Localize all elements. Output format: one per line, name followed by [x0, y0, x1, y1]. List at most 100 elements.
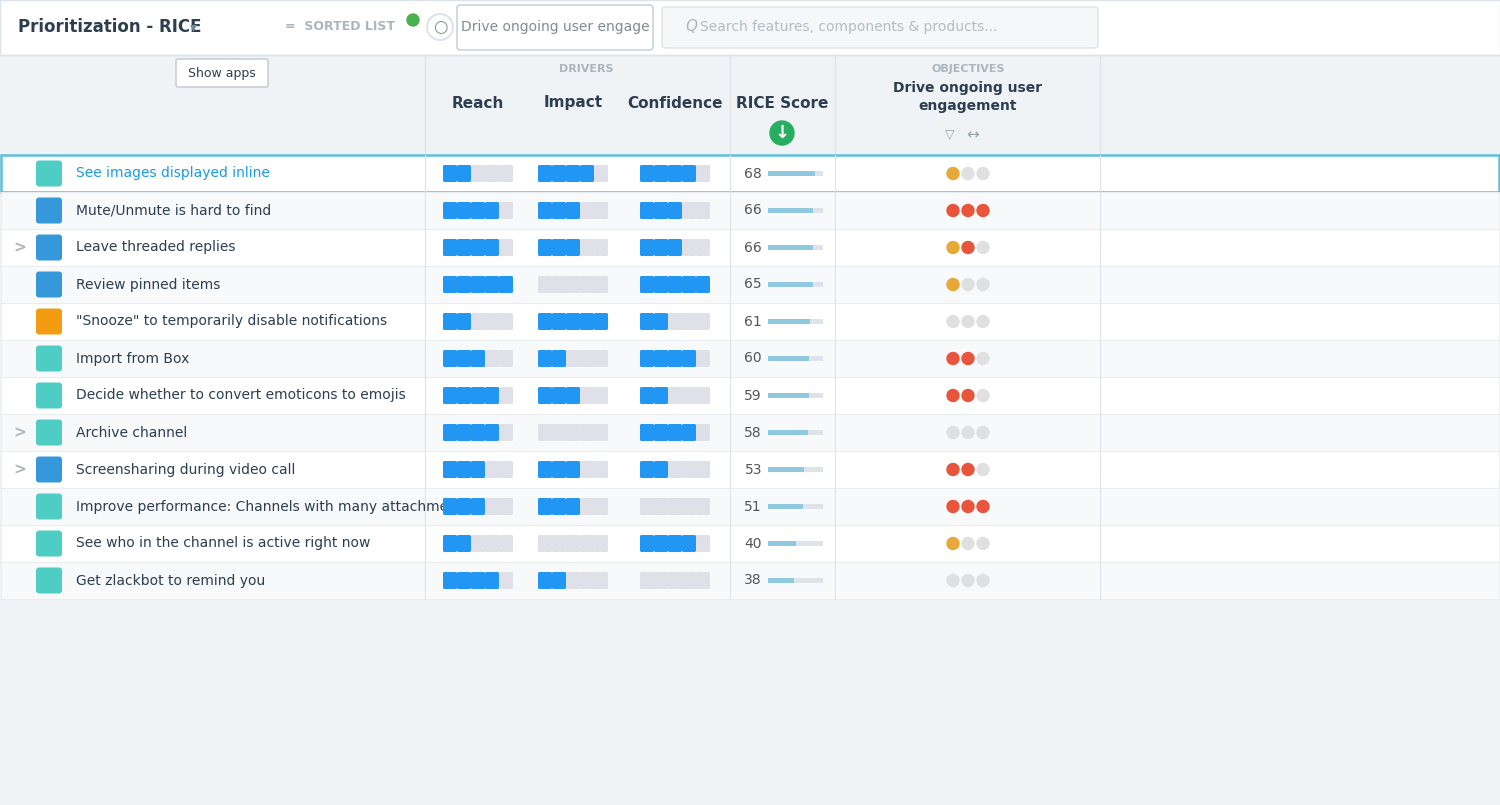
- Text: Reach: Reach: [452, 96, 504, 110]
- FancyBboxPatch shape: [36, 197, 62, 224]
- FancyBboxPatch shape: [580, 424, 594, 441]
- FancyBboxPatch shape: [0, 55, 1500, 155]
- FancyBboxPatch shape: [580, 165, 594, 182]
- FancyBboxPatch shape: [594, 498, 608, 515]
- Circle shape: [962, 316, 974, 328]
- FancyBboxPatch shape: [500, 276, 513, 293]
- FancyBboxPatch shape: [484, 313, 500, 330]
- FancyBboxPatch shape: [696, 498, 709, 515]
- Text: Prioritization - RICE: Prioritization - RICE: [18, 18, 201, 36]
- Circle shape: [976, 316, 988, 328]
- Circle shape: [962, 538, 974, 550]
- FancyBboxPatch shape: [768, 504, 802, 509]
- FancyBboxPatch shape: [471, 350, 484, 367]
- FancyBboxPatch shape: [442, 350, 458, 367]
- FancyBboxPatch shape: [2, 377, 1498, 414]
- FancyBboxPatch shape: [36, 530, 62, 556]
- FancyBboxPatch shape: [768, 467, 804, 472]
- Text: "Snooze" to temporarily disable notifications: "Snooze" to temporarily disable notifica…: [76, 315, 387, 328]
- FancyBboxPatch shape: [640, 498, 654, 515]
- Circle shape: [946, 353, 958, 365]
- FancyBboxPatch shape: [2, 562, 1498, 599]
- FancyBboxPatch shape: [668, 313, 682, 330]
- Circle shape: [946, 427, 958, 439]
- FancyBboxPatch shape: [682, 498, 696, 515]
- FancyBboxPatch shape: [668, 535, 682, 552]
- Text: Screensharing during video call: Screensharing during video call: [76, 463, 296, 477]
- FancyBboxPatch shape: [2, 340, 1498, 377]
- FancyBboxPatch shape: [442, 535, 458, 552]
- FancyBboxPatch shape: [458, 5, 652, 50]
- FancyBboxPatch shape: [640, 202, 654, 219]
- FancyBboxPatch shape: [458, 535, 471, 552]
- Circle shape: [946, 575, 958, 587]
- FancyBboxPatch shape: [640, 387, 654, 404]
- FancyBboxPatch shape: [640, 572, 654, 589]
- FancyBboxPatch shape: [768, 208, 824, 213]
- FancyBboxPatch shape: [668, 165, 682, 182]
- FancyBboxPatch shape: [500, 535, 513, 552]
- FancyBboxPatch shape: [768, 356, 824, 361]
- Circle shape: [976, 538, 988, 550]
- Circle shape: [962, 501, 974, 513]
- FancyBboxPatch shape: [768, 541, 824, 546]
- FancyBboxPatch shape: [768, 245, 824, 250]
- FancyBboxPatch shape: [458, 350, 471, 367]
- Circle shape: [770, 121, 794, 145]
- FancyBboxPatch shape: [682, 424, 696, 441]
- FancyBboxPatch shape: [484, 202, 500, 219]
- FancyBboxPatch shape: [768, 393, 808, 398]
- Text: >: >: [13, 462, 27, 477]
- FancyBboxPatch shape: [484, 572, 500, 589]
- Circle shape: [962, 464, 974, 476]
- FancyBboxPatch shape: [484, 461, 500, 478]
- Text: 40: 40: [744, 536, 762, 551]
- FancyBboxPatch shape: [538, 424, 552, 441]
- FancyBboxPatch shape: [594, 276, 608, 293]
- FancyBboxPatch shape: [566, 313, 580, 330]
- Text: 66: 66: [744, 241, 762, 254]
- FancyBboxPatch shape: [36, 308, 62, 335]
- Text: See images displayed inline: See images displayed inline: [76, 167, 270, 180]
- Circle shape: [976, 353, 988, 365]
- Text: 60: 60: [744, 352, 762, 365]
- FancyBboxPatch shape: [662, 7, 1098, 48]
- FancyBboxPatch shape: [538, 461, 552, 478]
- FancyBboxPatch shape: [471, 387, 484, 404]
- FancyBboxPatch shape: [580, 498, 594, 515]
- Circle shape: [946, 390, 958, 402]
- FancyBboxPatch shape: [442, 461, 458, 478]
- Text: 59: 59: [744, 389, 762, 402]
- FancyBboxPatch shape: [36, 419, 62, 445]
- FancyBboxPatch shape: [552, 498, 566, 515]
- FancyBboxPatch shape: [640, 350, 654, 367]
- Circle shape: [962, 575, 974, 587]
- FancyBboxPatch shape: [484, 350, 500, 367]
- FancyBboxPatch shape: [538, 239, 552, 256]
- Text: Mute/Unmute is hard to find: Mute/Unmute is hard to find: [76, 204, 272, 217]
- FancyBboxPatch shape: [696, 350, 709, 367]
- Text: 38: 38: [744, 573, 762, 588]
- FancyBboxPatch shape: [580, 535, 594, 552]
- Circle shape: [962, 167, 974, 180]
- Text: 53: 53: [744, 463, 762, 477]
- FancyBboxPatch shape: [36, 493, 62, 519]
- FancyBboxPatch shape: [538, 313, 552, 330]
- FancyBboxPatch shape: [458, 276, 471, 293]
- FancyBboxPatch shape: [594, 424, 608, 441]
- FancyBboxPatch shape: [471, 239, 484, 256]
- FancyBboxPatch shape: [580, 313, 594, 330]
- FancyBboxPatch shape: [594, 239, 608, 256]
- FancyBboxPatch shape: [458, 239, 471, 256]
- FancyBboxPatch shape: [500, 498, 513, 515]
- FancyBboxPatch shape: [654, 461, 668, 478]
- FancyBboxPatch shape: [580, 276, 594, 293]
- FancyBboxPatch shape: [768, 171, 814, 176]
- FancyBboxPatch shape: [471, 202, 484, 219]
- Circle shape: [976, 427, 988, 439]
- FancyBboxPatch shape: [538, 535, 552, 552]
- FancyBboxPatch shape: [36, 382, 62, 408]
- FancyBboxPatch shape: [442, 239, 458, 256]
- FancyBboxPatch shape: [552, 424, 566, 441]
- FancyBboxPatch shape: [552, 239, 566, 256]
